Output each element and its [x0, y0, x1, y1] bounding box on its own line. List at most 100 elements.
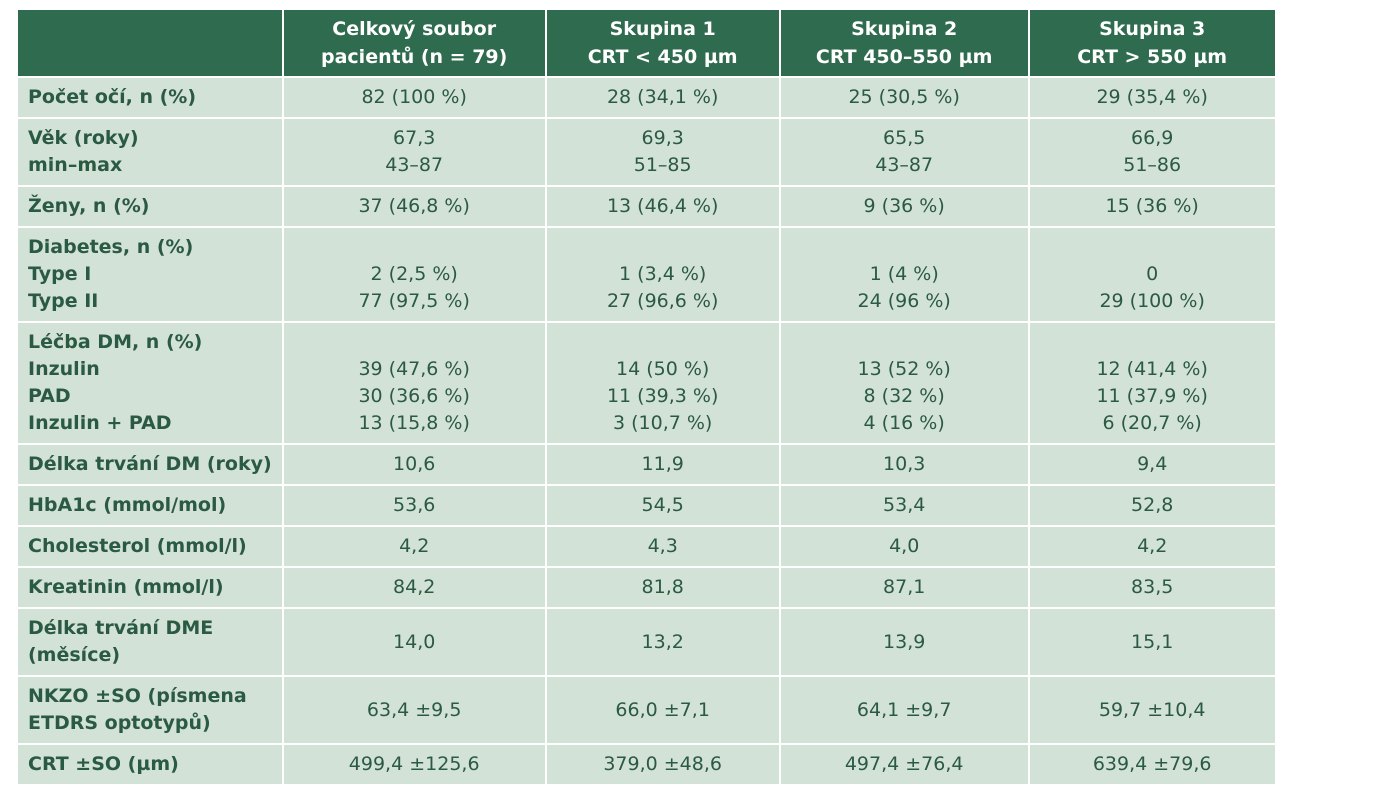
- value-line: 4,0: [889, 535, 920, 557]
- value-line: 51–86: [1123, 154, 1182, 176]
- value-cell: 84,2: [283, 568, 545, 607]
- value-cell: 379,0 ±48,6: [546, 745, 779, 784]
- row-label: Délka trvání DME (měsíce): [18, 609, 282, 675]
- value-line: 13 (15,8 %): [358, 412, 470, 434]
- table-wrap: Celkový soubor pacientů (n = 79) Skupina 1…: [16, 8, 1277, 786]
- table-row: Kreatinin (mmol/l) 84,2 81,8 87,1 83,5: [18, 568, 1275, 607]
- value-line: 15,1: [1131, 630, 1174, 653]
- value-line: 66,0 ±7,1: [615, 698, 710, 721]
- label-line: (měsíce): [28, 644, 121, 666]
- value-cell: 67,3 43–87: [283, 119, 545, 185]
- value-cell: 1 (4 %) 24 (96 %): [780, 228, 1028, 321]
- row-label: Diabetes, n (%) Type I Type II: [18, 228, 282, 321]
- value-line: 14 (50 %): [616, 358, 710, 380]
- header-line: Skupina 2: [851, 18, 958, 40]
- value-line: 13 (52 %): [857, 358, 951, 380]
- value-line: 379,0 ±48,6: [603, 753, 722, 775]
- value-cell: 87,1: [780, 568, 1028, 607]
- value-line: 4,2: [1137, 535, 1168, 557]
- row-label: CRT ±SO (µm): [18, 745, 282, 784]
- value-line: 4 (16 %): [863, 412, 945, 434]
- row-label: NKZO ±SO (písmena ETDRS optotypů): [18, 677, 282, 743]
- value-cell: 12 (41,4 %) 11 (37,9 %) 6 (20,7 %): [1029, 323, 1275, 443]
- value-line: 69,3: [641, 127, 684, 149]
- label-line: Cholesterol (mmol/l): [28, 535, 247, 557]
- value-line: 0: [1146, 263, 1159, 285]
- value-line: 639,4 ±79,6: [1092, 753, 1212, 775]
- header-line: Skupina 3: [1099, 18, 1206, 40]
- value-line: 27 (96,6 %): [606, 290, 719, 312]
- table-body: Počet očí, n (%) 82 (100 %) 28 (34,1 %) 25 …: [18, 78, 1275, 784]
- value-cell: 4,2: [283, 527, 545, 566]
- value-cell: 4,2: [1029, 527, 1275, 566]
- value-line: 499,4 ±125,6: [348, 753, 480, 775]
- value-line: 11,9: [641, 453, 684, 475]
- value-cell: 53,6: [283, 486, 545, 525]
- value-cell: 29 (35,4 %): [1029, 78, 1275, 117]
- table-row: Délka trvání DM (roky) 10,6 11,9 10,3 9,4: [18, 445, 1275, 484]
- value-cell: 14 (50 %) 11 (39,3 %) 3 (10,7 %): [546, 323, 779, 443]
- value-line: 63,4 ±9,5: [366, 698, 462, 721]
- header-line: CRT < 450 µm: [587, 46, 738, 68]
- label-line: HbA1c (mmol/mol): [28, 494, 227, 516]
- value-line: 3 (10,7 %): [612, 412, 713, 434]
- value-cell: 69,3 51–85: [546, 119, 779, 185]
- label-line: Kreatinin (mmol/l): [28, 576, 224, 598]
- value-cell: 25 (30,5 %): [780, 78, 1028, 117]
- label-line: Počet očí, n (%): [28, 86, 197, 108]
- table-row: Délka trvání DME (měsíce) 14,0 13,2 13,9 15,1: [18, 609, 1275, 675]
- value-cell: 1 (3,4 %) 27 (96,6 %): [546, 228, 779, 321]
- value-line: 10,6: [393, 453, 436, 475]
- value-line: 497,4 ±76,4: [844, 753, 964, 775]
- label-line: Délka trvání DME: [28, 617, 214, 639]
- label-line: Věk (roky): [28, 127, 139, 149]
- row-label: Počet očí, n (%): [18, 78, 282, 117]
- value-line: 64,1 ±9,7: [856, 698, 952, 721]
- table-row: HbA1c (mmol/mol) 53,6 54,5 53,4 52,8: [18, 486, 1275, 525]
- table-row: Diabetes, n (%) Type I Type II 2 (2,5 %) 77 …: [18, 228, 1275, 321]
- label-line: CRT ±SO (µm): [28, 753, 179, 775]
- label-line: Léčba DM, n (%): [28, 331, 203, 353]
- value-cell: 499,4 ±125,6: [283, 745, 545, 784]
- value-line: 4,2: [399, 535, 430, 557]
- value-line: 13 (46,4 %): [606, 195, 719, 217]
- value-cell: 2 (2,5 %) 77 (97,5 %): [283, 228, 545, 321]
- label-line: Type I: [28, 263, 92, 285]
- value-cell: 13 (52 %) 8 (32 %) 4 (16 %): [780, 323, 1028, 443]
- value-cell: 52,8: [1029, 486, 1275, 525]
- value-line: 53,6: [393, 494, 436, 516]
- value-line: 13,9: [883, 630, 926, 653]
- value-line: 77 (97,5 %): [358, 290, 470, 312]
- value-cell: 13,2: [546, 609, 779, 675]
- label-line: min–max: [28, 154, 123, 176]
- value-cell: 66,0 ±7,1: [546, 677, 779, 743]
- value-cell: 9 (36 %): [780, 187, 1028, 226]
- header-line: CRT > 550 µm: [1077, 46, 1228, 68]
- value-line: 25 (30,5 %): [848, 86, 960, 108]
- value-cell: 10,3: [780, 445, 1028, 484]
- label-line: Inzulin: [28, 358, 100, 380]
- value-line: 82 (100 %): [361, 86, 467, 108]
- value-cell: 53,4: [780, 486, 1028, 525]
- value-cell: 59,7 ±10,4: [1029, 677, 1275, 743]
- value-line: 30 (36,6 %): [358, 385, 470, 407]
- value-line: 1 (4 %): [869, 263, 939, 285]
- value-line: 39 (47,6 %): [358, 358, 470, 380]
- column-header: Celkový soubor pacientů (n = 79): [283, 10, 545, 76]
- value-cell: 83,5: [1029, 568, 1275, 607]
- value-cell: 11,9: [546, 445, 779, 484]
- header-line: Skupina 1: [609, 18, 716, 40]
- value-line: 9,4: [1137, 453, 1168, 475]
- header-line: pacientů (n = 79): [321, 46, 508, 68]
- value-line: 84,2: [393, 576, 436, 598]
- value-line: 9 (36 %): [863, 195, 945, 217]
- value-line: 28 (34,1 %): [606, 86, 719, 108]
- value-line: 29 (35,4 %): [1096, 86, 1208, 108]
- table-row: Léčba DM, n (%) Inzulin PAD Inzulin + PAD 39…: [18, 323, 1275, 443]
- value-line: 87,1: [883, 576, 926, 598]
- value-line: 24 (96 %): [857, 290, 951, 312]
- table-row: Věk (roky) min–max 67,3 43–87 69,3 51–85 65,5 4…: [18, 119, 1275, 185]
- label-line: PAD: [28, 385, 71, 407]
- value-cell: 9,4: [1029, 445, 1275, 484]
- row-label: Cholesterol (mmol/l): [18, 527, 282, 566]
